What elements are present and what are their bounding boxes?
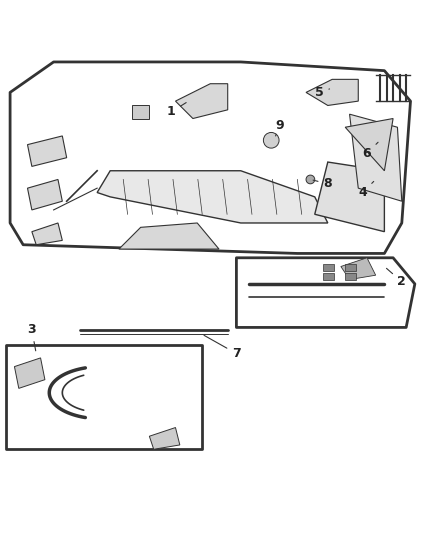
- Text: 3: 3: [28, 323, 36, 351]
- Polygon shape: [97, 171, 328, 223]
- Text: 9: 9: [276, 118, 284, 136]
- Polygon shape: [341, 258, 376, 279]
- Text: 7: 7: [204, 335, 241, 360]
- Polygon shape: [119, 223, 219, 249]
- Polygon shape: [315, 162, 385, 232]
- Polygon shape: [14, 358, 45, 389]
- Polygon shape: [28, 136, 67, 166]
- Text: 1: 1: [167, 102, 186, 118]
- Polygon shape: [149, 427, 180, 449]
- Bar: [323, 273, 334, 279]
- Bar: [345, 273, 356, 279]
- Bar: [323, 264, 334, 271]
- Polygon shape: [306, 79, 358, 106]
- Polygon shape: [10, 62, 410, 254]
- Polygon shape: [28, 180, 62, 210]
- Bar: [132, 106, 149, 118]
- Text: 6: 6: [363, 142, 378, 160]
- Text: 8: 8: [313, 177, 332, 190]
- Polygon shape: [176, 84, 228, 118]
- Polygon shape: [350, 114, 402, 201]
- Circle shape: [306, 175, 315, 184]
- Bar: [345, 264, 356, 271]
- Polygon shape: [345, 118, 393, 171]
- Polygon shape: [32, 223, 62, 245]
- Polygon shape: [237, 258, 415, 327]
- Text: 4: 4: [358, 181, 374, 199]
- Polygon shape: [6, 345, 201, 449]
- Text: 2: 2: [386, 268, 406, 288]
- Circle shape: [263, 133, 279, 148]
- Text: 5: 5: [315, 86, 329, 99]
